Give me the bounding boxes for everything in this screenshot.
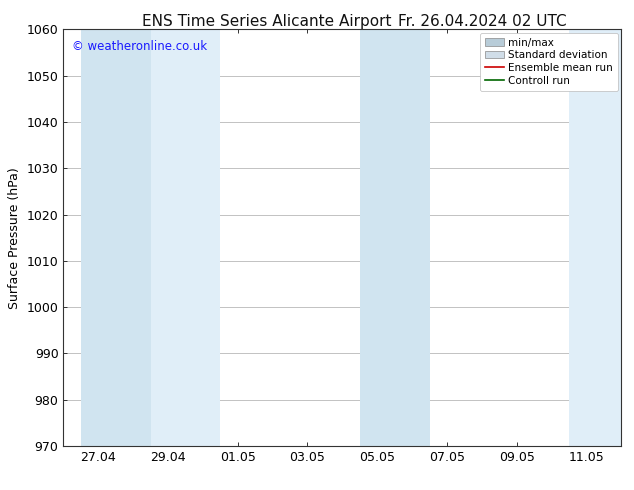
Bar xyxy=(81,29,150,446)
Text: Fr. 26.04.2024 02 UTC: Fr. 26.04.2024 02 UTC xyxy=(398,14,566,29)
Text: © weatheronline.co.uk: © weatheronline.co.uk xyxy=(72,40,207,53)
Y-axis label: Surface Pressure (hPa): Surface Pressure (hPa) xyxy=(8,167,21,309)
Text: ENS Time Series Alicante Airport: ENS Time Series Alicante Airport xyxy=(141,14,391,29)
Legend: min/max, Standard deviation, Ensemble mean run, Controll run: min/max, Standard deviation, Ensemble me… xyxy=(480,32,618,91)
Bar xyxy=(359,29,429,446)
Bar xyxy=(150,29,221,446)
Bar xyxy=(569,29,621,446)
